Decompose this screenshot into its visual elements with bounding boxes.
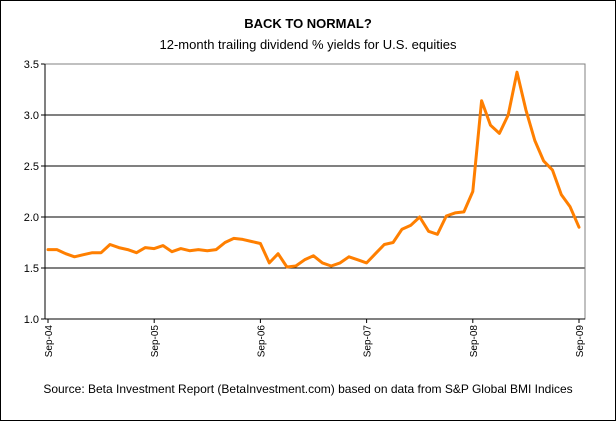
y-tick-label: 2.0 — [24, 212, 39, 224]
plot-area — [45, 64, 585, 319]
x-tick-label: Sep-09 — [575, 325, 586, 358]
x-tick-label: Sep-04 — [44, 325, 55, 358]
y-tick-label: 2.5 — [24, 161, 39, 173]
x-tick-label: Sep-06 — [256, 325, 267, 358]
y-tick-label: 1.0 — [24, 314, 39, 326]
y-tick-label: 3.0 — [24, 110, 39, 122]
chart-title: BACK TO NORMAL? — [244, 16, 372, 31]
x-tick-label: Sep-08 — [469, 325, 480, 358]
source-note: Source: Beta Investment Report (BetaInve… — [43, 382, 573, 396]
chart-subtitle: 12-month trailing dividend % yields for … — [159, 37, 457, 52]
x-tick-label: Sep-07 — [363, 325, 374, 358]
x-tick-label: Sep-05 — [150, 325, 161, 358]
series-line — [46, 70, 581, 269]
y-tick-label: 3.5 — [24, 59, 39, 71]
y-tick-label: 1.5 — [24, 263, 39, 275]
